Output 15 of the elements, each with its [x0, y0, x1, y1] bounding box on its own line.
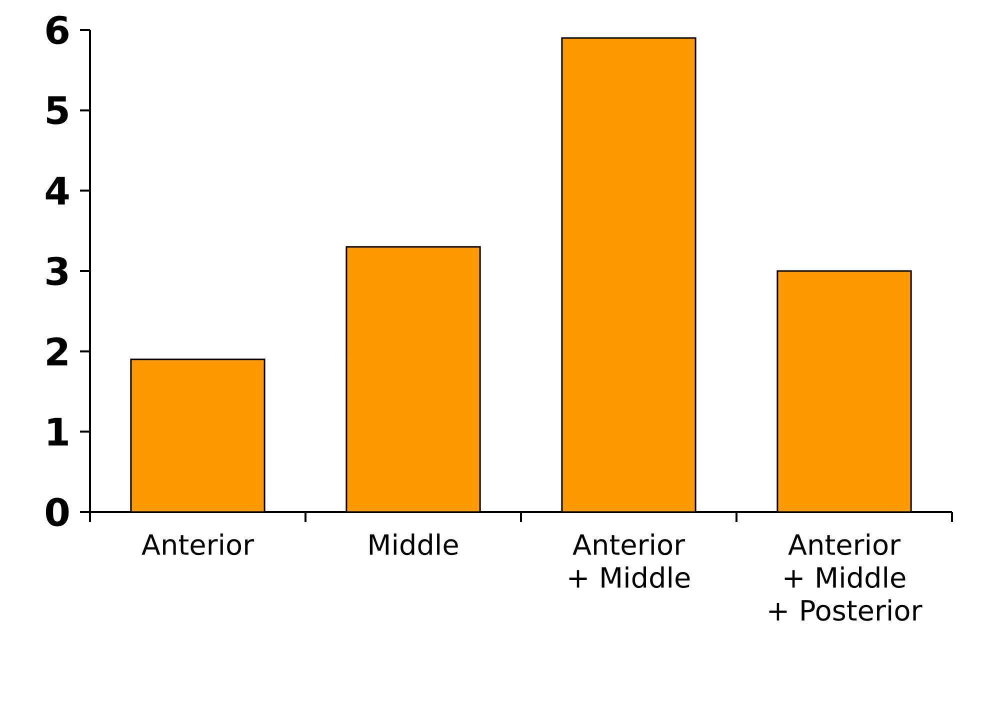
y-tick-label: 0: [46, 498, 69, 526]
bar: [130, 358, 266, 512]
x-tick-label: Anterior: [142, 534, 254, 556]
bar: [561, 37, 696, 512]
x-tick-label: Anterior + Middle: [569, 534, 690, 588]
y-tick-label: 6: [46, 16, 68, 44]
y-tick-label: 2: [47, 337, 68, 366]
y-tick-label: 5: [47, 96, 68, 124]
x-tick-label: Middle: [370, 534, 458, 556]
y-tick-label: 1: [48, 418, 68, 446]
bar: [776, 270, 912, 512]
bar: [346, 246, 481, 512]
x-tick-label: Anterior + Middle + Posterior: [769, 534, 922, 621]
y-tick-label: 3: [46, 256, 68, 286]
y-tick-label: 4: [46, 176, 69, 204]
